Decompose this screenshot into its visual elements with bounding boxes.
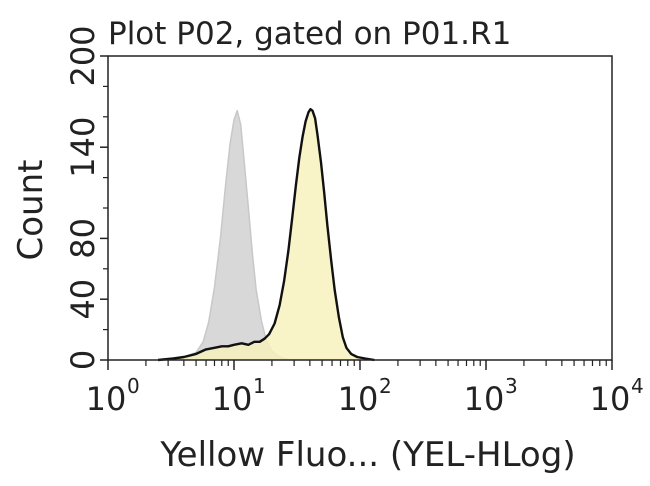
y-tick-label: 140	[64, 117, 102, 178]
y-tick-label: 80	[64, 218, 102, 259]
x-tick-exponent: 0	[127, 374, 140, 398]
x-tick-label: 10	[86, 380, 127, 418]
plot-frame	[107, 55, 613, 361]
chart-title: Plot P02, gated on P01.R1	[108, 16, 511, 52]
x-tick-label: 10	[590, 380, 631, 418]
series-control-area	[168, 110, 291, 360]
y-tick-label: 40	[64, 279, 102, 320]
x-tick-exponent: 1	[253, 374, 266, 398]
x-axis-label: Yellow Fluo... (YEL-HLog)	[159, 435, 575, 475]
y-tick-label: 200	[64, 25, 102, 86]
plot-area	[157, 108, 375, 362]
x-tick-label: 10	[212, 380, 253, 418]
x-tick-exponent: 4	[631, 374, 644, 398]
y-tick-label: 0	[64, 350, 102, 370]
series-sample-area	[158, 109, 375, 360]
x-tick-label: 10	[464, 380, 505, 418]
series-sample-line	[157, 108, 375, 362]
x-tick-exponent: 2	[379, 374, 392, 398]
x-tick-exponent: 3	[505, 374, 518, 398]
x-tick-label: 10	[338, 380, 379, 418]
y-axis-label: Count	[11, 160, 51, 261]
